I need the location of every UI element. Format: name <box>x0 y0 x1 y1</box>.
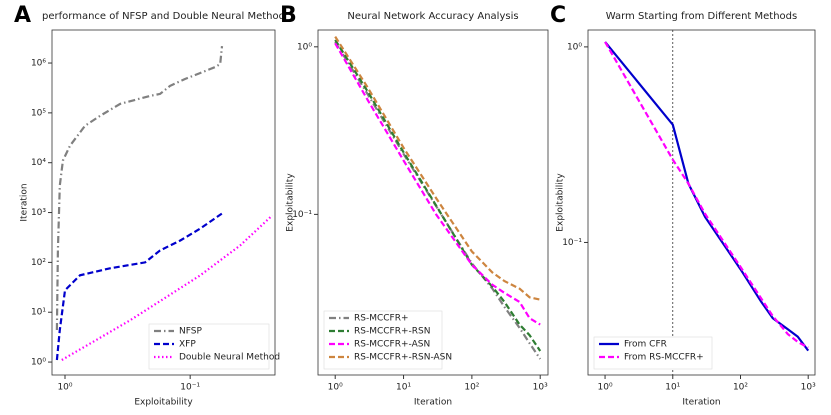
x-axis-label: Iteration <box>414 398 452 408</box>
x-tick-label: 10¹ <box>665 383 680 393</box>
y-tick-label: 10¹ <box>31 308 46 318</box>
legend-box <box>148 323 270 370</box>
plot-frame <box>317 29 549 376</box>
x-tick-label: 10¹ <box>396 383 411 393</box>
x-tick-label: 10² <box>733 383 748 393</box>
legend-label: XFP <box>179 340 196 350</box>
legend-label: RS-MCCFR+-RSN <box>354 327 430 337</box>
panel-letter: C <box>550 3 566 28</box>
legend-label: NFSP <box>179 327 202 337</box>
series-line <box>55 212 223 361</box>
panel-letter: A <box>14 3 31 28</box>
x-tick-label: 10⁰ <box>328 383 343 393</box>
series-line <box>334 42 541 326</box>
chart-title: Neural Network Accuracy Analysis <box>347 11 518 22</box>
y-tick-label: 10⁴ <box>31 158 46 168</box>
x-tick-label: 10² <box>464 383 479 393</box>
y-tick-label: 10⁰ <box>297 42 312 52</box>
legend-label: Double Neural Method <box>179 353 280 363</box>
chart-title: Warm Starting from Different Methods <box>606 11 797 22</box>
legend-box <box>323 310 443 370</box>
series-line <box>55 45 224 331</box>
legend-label: RS-MCCFR+-ASN <box>354 340 430 350</box>
x-tick-label: 10⁰ <box>57 383 72 393</box>
series-line <box>61 214 273 361</box>
plot-frame <box>51 29 276 376</box>
y-axis-label: Exploitability <box>286 173 296 232</box>
x-tick-label: 10³ <box>801 383 816 393</box>
panel-letter: B <box>280 3 297 28</box>
legend-label: From CFR <box>624 340 667 350</box>
y-tick-label: 10⁻¹ <box>292 210 312 220</box>
legend-label: RS-MCCFR+-RSN-ASN <box>354 353 452 363</box>
y-axis-label: Iteration <box>20 183 30 221</box>
y-tick-label: 10² <box>31 258 46 268</box>
x-tick-label: 10³ <box>533 383 548 393</box>
y-tick-label: 10⁶ <box>31 59 46 69</box>
x-tick-label: 10⁰ <box>598 383 613 393</box>
series-line <box>334 39 542 352</box>
y-tick-label: 10⁻¹ <box>562 238 582 248</box>
legend-box <box>593 336 713 370</box>
y-axis-label: Exploitability <box>556 173 566 232</box>
x-axis-label: Exploitability <box>134 398 193 408</box>
legend-label: From RS-MCCFR+ <box>624 353 704 363</box>
plot-frame <box>587 29 816 376</box>
y-tick-label: 10⁰ <box>567 42 582 52</box>
series-line <box>604 41 810 352</box>
x-tick-label: 10⁻¹ <box>180 383 200 393</box>
series-line <box>604 41 809 349</box>
series-line <box>334 36 541 301</box>
chart-title: performance of NFSP and Double Neural Me… <box>42 11 285 22</box>
x-axis-label: Iteration <box>682 398 720 408</box>
y-tick-label: 10⁰ <box>31 358 46 368</box>
legend-label: RS-MCCFR+ <box>354 314 409 324</box>
y-tick-label: 10³ <box>31 208 46 218</box>
y-tick-label: 10⁵ <box>31 108 46 118</box>
